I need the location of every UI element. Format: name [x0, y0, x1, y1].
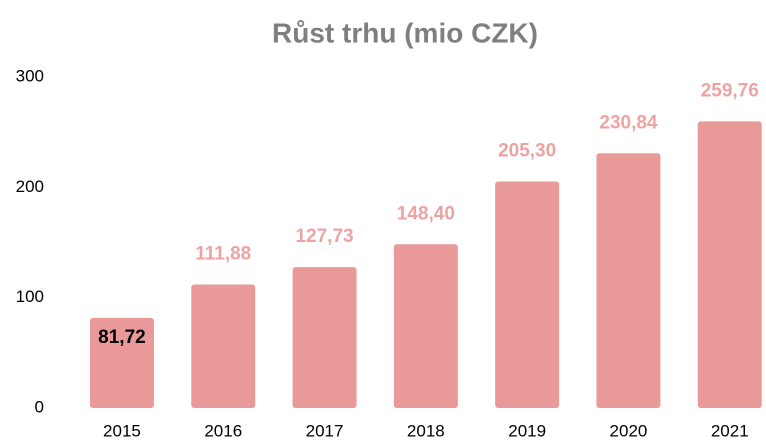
value-label: 81,72 — [98, 327, 146, 348]
bar — [292, 267, 357, 408]
bar — [393, 244, 458, 408]
value-label: 259,76 — [701, 80, 759, 101]
bar — [697, 121, 762, 408]
x-tick-label: 2015 — [103, 421, 141, 440]
x-tick-label: 2021 — [711, 421, 749, 440]
x-tick-label: 2020 — [610, 421, 648, 440]
x-tick-label: 2019 — [508, 421, 546, 440]
x-tick-label: 2018 — [407, 421, 445, 440]
value-label: 148,40 — [397, 203, 455, 224]
y-tick-label: 0 — [35, 397, 44, 416]
y-tick-label: 200 — [16, 177, 44, 196]
bar — [191, 284, 256, 408]
value-label: 127,73 — [295, 226, 353, 247]
y-tick-label: 300 — [16, 66, 44, 85]
value-label: 205,30 — [498, 141, 556, 162]
x-tick-label: 2017 — [306, 421, 344, 440]
value-label: 111,88 — [195, 244, 251, 265]
value-label: 230,84 — [599, 112, 658, 133]
chart-title: Růst trhu (mio CZK) — [272, 17, 538, 48]
bar — [596, 153, 661, 408]
x-tick-label: 2016 — [204, 421, 242, 440]
bar — [89, 317, 154, 408]
y-tick-label: 100 — [16, 287, 44, 306]
bar — [495, 181, 560, 408]
